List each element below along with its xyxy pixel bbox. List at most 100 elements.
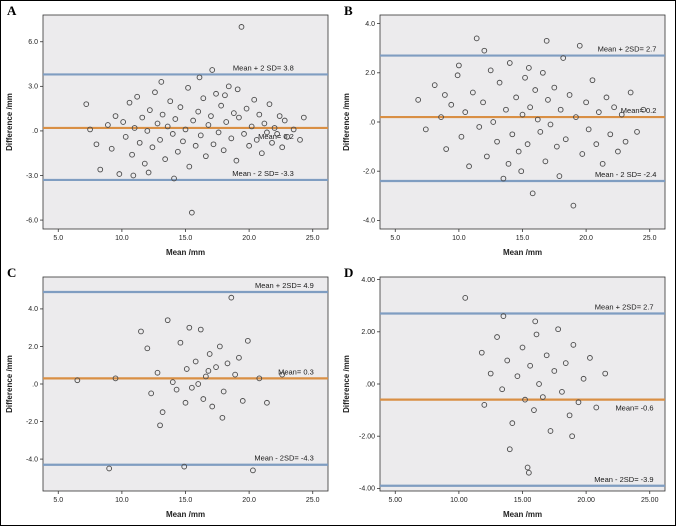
- data-point: [213, 90, 219, 97]
- panel-B: B 4.0 2.0 .0 -2.0 -4.0 5.0 10.0 15.0 20.0 25.0 Mea…: [338, 1, 675, 263]
- data-point: [223, 119, 230, 125]
- scatter-chart-D: 4.00 2.00 .00 -2.00 -4.00 5.00 10.00 15.00 20.00…: [338, 263, 675, 525]
- data-point: [224, 360, 231, 367]
- data-points: [74, 294, 286, 474]
- data-point: [136, 139, 143, 146]
- data-point: [526, 469, 532, 476]
- data-point: [205, 368, 212, 374]
- data-point: [281, 117, 288, 124]
- data-point: [200, 396, 207, 402]
- data-point: [458, 133, 465, 140]
- data-point: [182, 126, 189, 133]
- data-point: [228, 135, 235, 142]
- data-point: [585, 126, 592, 133]
- data-point: [200, 95, 207, 102]
- data-point: [505, 160, 512, 167]
- line-annotation: Mean + 2 SD= 3.8: [233, 63, 294, 72]
- data-point: [239, 398, 246, 404]
- scatter-chart-A: 6.0 3.0 .0 -3.0 -6.0 5.0 10.0 15.0 20.0 25.0 Mean …: [1, 1, 338, 263]
- y-tick-label: .00: [365, 381, 375, 388]
- data-point: [126, 99, 133, 106]
- data-point: [258, 150, 265, 157]
- data-point: [183, 366, 190, 372]
- data-point: [618, 111, 625, 118]
- data-point: [236, 114, 242, 121]
- data-points: [83, 24, 307, 216]
- data-point: [195, 381, 202, 387]
- data-point: [543, 37, 550, 44]
- data-point: [529, 190, 536, 197]
- data-point: [576, 42, 583, 49]
- data-point: [213, 364, 219, 370]
- data-point: [276, 113, 283, 119]
- data-point: [195, 108, 202, 115]
- data-point: [253, 136, 260, 143]
- data-point: [547, 121, 554, 128]
- data-point: [215, 129, 222, 136]
- data-point: [551, 84, 558, 91]
- data-point: [106, 465, 113, 472]
- data-point: [279, 144, 286, 151]
- data-point: [579, 151, 586, 157]
- data-point: [518, 168, 525, 175]
- x-axis-label: Mean /mm: [166, 248, 205, 257]
- data-point: [148, 390, 154, 397]
- y-tick-label: 2.0: [28, 344, 38, 351]
- data-point: [233, 157, 240, 164]
- data-point: [587, 355, 593, 361]
- data-point: [177, 339, 184, 346]
- data-point: [190, 117, 196, 124]
- data-point: [481, 47, 488, 54]
- y-tick-label: 6.0: [28, 39, 38, 46]
- x-tick-label: 10.00: [450, 497, 468, 504]
- data-point: [186, 163, 193, 170]
- data-point: [466, 163, 472, 170]
- data-points: [415, 35, 647, 209]
- data-point: [164, 317, 171, 324]
- x-axis-label: Mean /mm: [166, 510, 205, 519]
- data-point: [470, 89, 476, 96]
- scatter-plot-svg: 4.0 2.0 .0 -2.0 -4.0 5.0 10.0 15.0 20.0 25.0 Mean …: [5, 276, 329, 519]
- data-point: [139, 114, 146, 121]
- x-tick-label: 15.0: [179, 497, 193, 504]
- data-point: [462, 109, 469, 116]
- data-point: [595, 109, 602, 116]
- data-point: [203, 373, 209, 380]
- y-tick-label: 2.00: [361, 329, 375, 336]
- data-point: [494, 334, 500, 340]
- data-point: [182, 399, 189, 406]
- data-point: [484, 153, 490, 160]
- data-point: [562, 136, 569, 143]
- scatter-plot-svg: 6.0 3.0 .0 -3.0 -6.0 5.0 10.0 15.0 20.0 25.0 Mean …: [5, 14, 329, 257]
- y-tick-label: 3.0: [28, 84, 38, 91]
- data-point: [175, 148, 181, 155]
- data-point: [189, 209, 195, 216]
- data-point: [238, 24, 245, 30]
- panel-letter-D: D: [344, 265, 354, 280]
- data-point: [134, 93, 141, 100]
- data-point: [162, 156, 168, 163]
- data-point: [192, 142, 199, 149]
- data-point: [476, 124, 483, 130]
- x-tick-label: 15.0: [179, 235, 193, 242]
- data-point: [112, 113, 119, 119]
- data-point: [232, 371, 238, 378]
- data-point: [197, 132, 204, 139]
- data-point: [241, 131, 247, 137]
- x-tick-label: 25.00: [641, 497, 659, 504]
- y-tick-label: 4.0: [28, 306, 38, 313]
- data-point: [602, 370, 609, 377]
- y-tick-label: .0: [369, 119, 375, 126]
- data-point: [93, 141, 100, 148]
- data-point: [562, 360, 569, 366]
- data-point: [481, 402, 488, 408]
- data-point: [181, 463, 188, 470]
- data-point: [575, 399, 582, 406]
- data-point: [159, 409, 166, 416]
- data-point: [173, 386, 180, 393]
- data-point: [487, 370, 494, 377]
- data-point: [256, 111, 263, 118]
- data-point: [108, 145, 115, 152]
- data-point: [448, 101, 455, 108]
- data-point: [506, 60, 513, 66]
